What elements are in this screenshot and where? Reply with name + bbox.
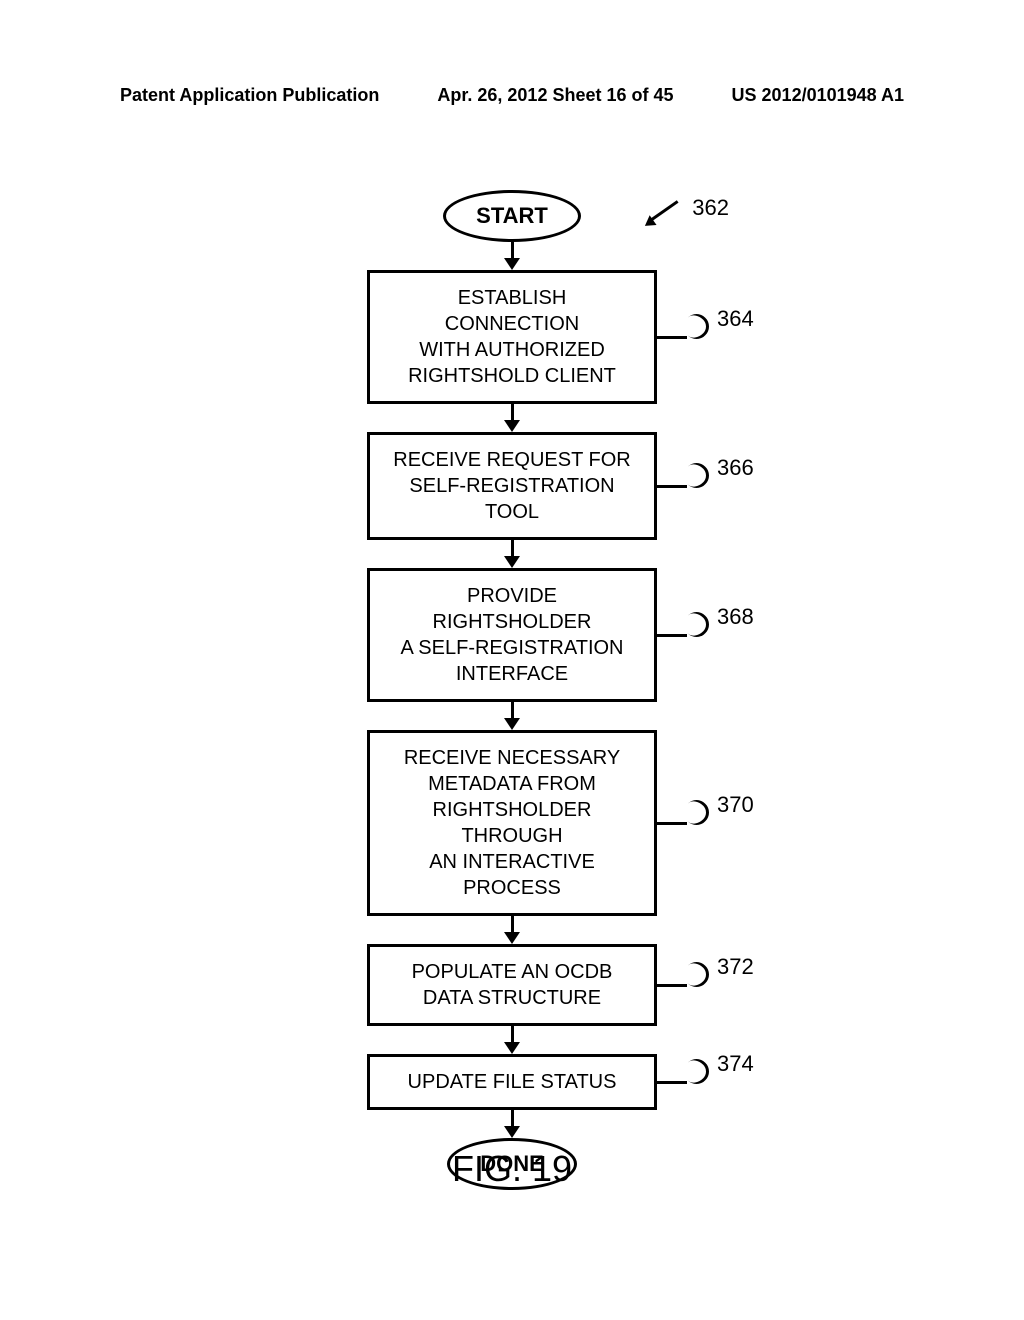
ref-connector: 364	[657, 324, 754, 350]
process-370: RECEIVE NECESSARYMETADATA FROMRIGHTSHOLD…	[367, 730, 657, 916]
flowchart-ref-362: 362	[649, 195, 729, 230]
header-pub-number: US 2012/0101948 A1	[732, 85, 904, 106]
start-node: START	[443, 190, 581, 242]
page-header: Patent Application Publication Apr. 26, …	[0, 85, 1024, 106]
arrow-icon	[511, 540, 514, 568]
process-374: UPDATE FILE STATUS 374	[367, 1054, 657, 1110]
ref-label-374: 374	[717, 1051, 754, 1077]
figure-caption: FIG. 19	[452, 1148, 572, 1190]
process-372: POPULATE AN OCDBDATA STRUCTURE 372	[367, 944, 657, 1026]
flowchart-container: START ESTABLISH CONNECTIONWITH AUTHORIZE…	[367, 190, 657, 1190]
ref-label-370: 370	[717, 792, 754, 818]
process-box: PROVIDE RIGHTSHOLDERA SELF-REGISTRATIONI…	[367, 568, 657, 702]
ref-label-366: 366	[717, 455, 754, 481]
ref-connector: 368	[657, 622, 754, 648]
ref-connector: 372	[657, 972, 754, 998]
ref-label-372: 372	[717, 954, 754, 980]
process-box: POPULATE AN OCDBDATA STRUCTURE	[367, 944, 657, 1026]
process-box: RECEIVE REQUEST FORSELF-REGISTRATION TOO…	[367, 432, 657, 540]
process-box: RECEIVE NECESSARYMETADATA FROMRIGHTSHOLD…	[367, 730, 657, 916]
arrow-icon	[511, 1026, 514, 1054]
ref-label-364: 364	[717, 306, 754, 332]
arrow-icon	[511, 242, 514, 270]
ref-label-368: 368	[717, 604, 754, 630]
process-368: PROVIDE RIGHTSHOLDERA SELF-REGISTRATIONI…	[367, 568, 657, 702]
process-364: ESTABLISH CONNECTIONWITH AUTHORIZEDRIGHT…	[367, 270, 657, 404]
process-366: RECEIVE REQUEST FORSELF-REGISTRATION TOO…	[367, 432, 657, 540]
header-publication: Patent Application Publication	[120, 85, 379, 106]
arrow-icon	[511, 916, 514, 944]
arrow-icon	[511, 404, 514, 432]
ref-connector: 366	[657, 473, 754, 499]
header-date-sheet: Apr. 26, 2012 Sheet 16 of 45	[437, 85, 673, 106]
arrow-icon	[511, 1110, 514, 1138]
start-terminal: START	[443, 190, 581, 242]
arrow-icon	[511, 702, 514, 730]
process-box: UPDATE FILE STATUS	[367, 1054, 657, 1110]
ref-connector: 370	[657, 810, 754, 836]
process-box: ESTABLISH CONNECTIONWITH AUTHORIZEDRIGHT…	[367, 270, 657, 404]
ref-connector: 374	[657, 1069, 754, 1095]
ref-362-label: 362	[692, 195, 729, 221]
